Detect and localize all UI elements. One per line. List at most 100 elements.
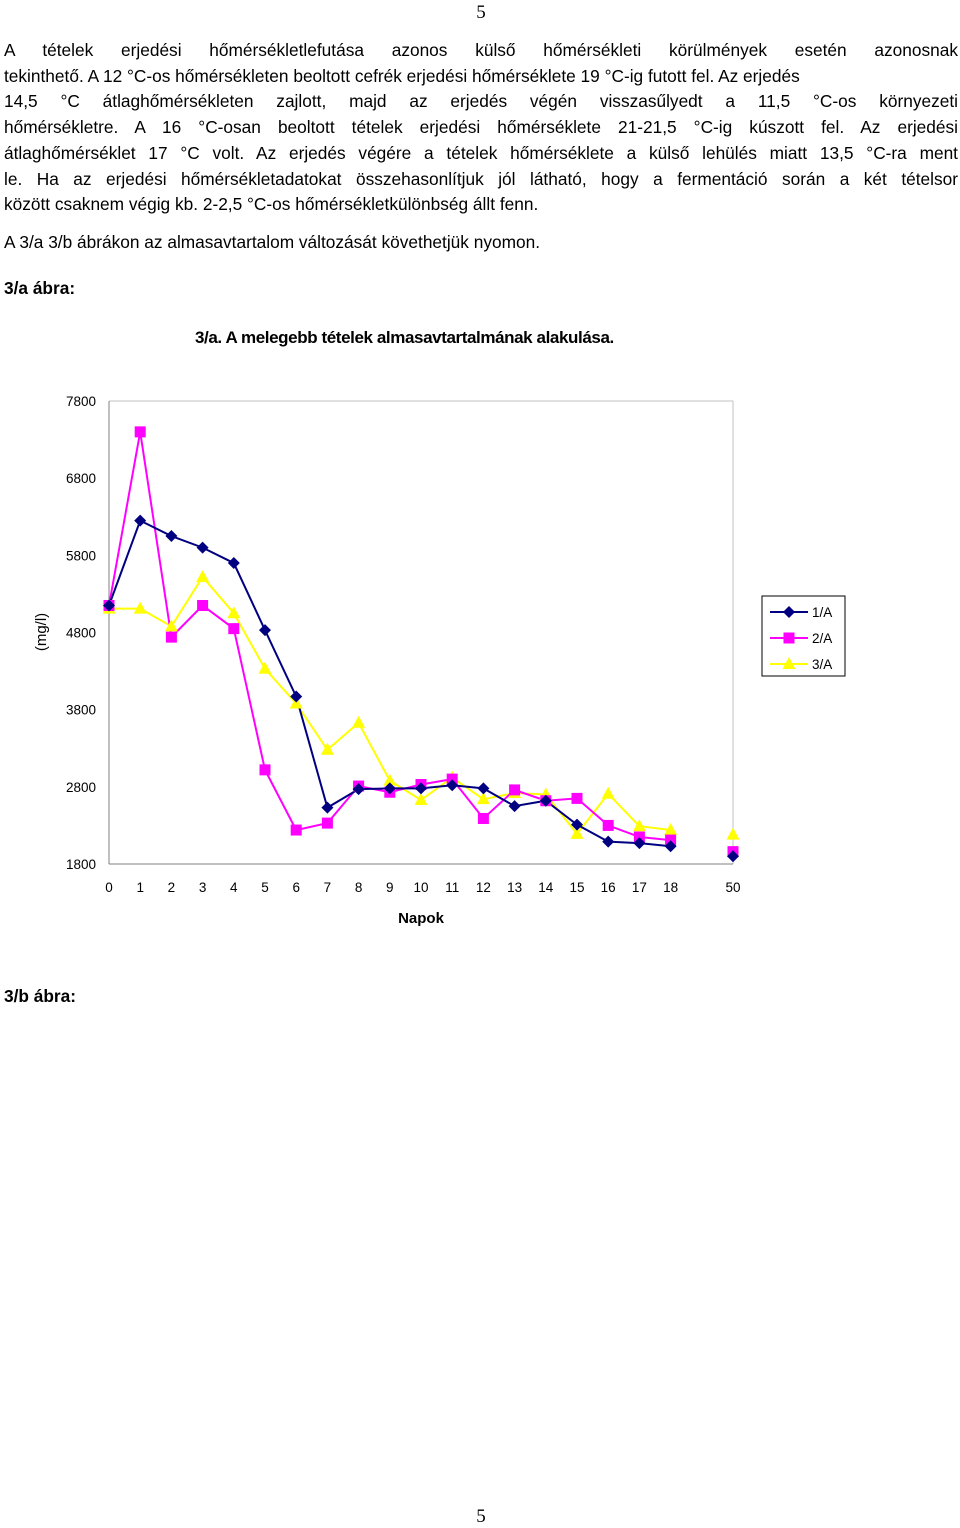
y-tick-label: 7800 (66, 394, 96, 409)
data-point-3-A (476, 792, 490, 805)
x-tick-label: 12 (476, 880, 491, 895)
data-point-1-A (165, 530, 178, 543)
data-point-1-A (508, 800, 521, 813)
paragraph-line: tekinthető. A 12 °C-os hőmérsékleten beo… (4, 65, 800, 86)
paragraph-line: hőmérsékletre. A 16 °C-osan beoltott tét… (4, 117, 958, 138)
data-point-3-A (664, 823, 678, 836)
x-tick-label: 15 (569, 880, 584, 895)
page-number-bottom: 5 (476, 1506, 486, 1527)
legend-marker (782, 657, 796, 669)
data-point-1-A (290, 690, 303, 703)
legend-label: 1/A (812, 605, 832, 620)
data-point-2-A (228, 623, 240, 635)
data-point-1-A (103, 599, 115, 612)
x-tick-label: 50 (725, 880, 740, 895)
legend-marker (783, 606, 795, 618)
x-tick-label: 4 (230, 880, 238, 895)
x-tick-label: 7 (324, 880, 332, 895)
data-point-2-A (509, 784, 521, 796)
data-point-2-A (665, 834, 677, 846)
data-point-3-A (320, 742, 334, 755)
legend-label: 2/A (812, 631, 832, 646)
paragraph-line: átlaghőmérséklet 17 °C volt. Az erjedés … (4, 142, 958, 163)
data-point-3-A (414, 792, 428, 805)
data-point-1-A (727, 850, 739, 863)
data-point-1-A (602, 835, 615, 848)
paragraph-temperature: A tételek erjedési hőmérsékletlefutása a… (4, 38, 958, 218)
data-point-1-A (259, 624, 271, 637)
chart-title: 3/a. A melegebb tételek almasavtartalmán… (195, 328, 614, 347)
x-tick-label: 1 (136, 880, 144, 895)
heading-figure-3a: 3/a ábra: (4, 278, 76, 298)
data-point-2-A (259, 764, 271, 776)
x-tick-label: 8 (355, 880, 363, 895)
data-point-3-A (196, 569, 210, 582)
data-point-2-A (134, 426, 146, 438)
x-tick-label: 14 (538, 880, 554, 895)
y-tick-label: 4800 (66, 626, 96, 641)
legend-label: 3/A (812, 657, 832, 672)
x-tick-label: 3 (199, 880, 207, 895)
data-point-1-A (196, 541, 209, 554)
data-point-1-A (321, 801, 334, 814)
paragraph-line: le. Ha az erjedési hőmérsékletadatokat ö… (4, 168, 958, 189)
y-axis-label: (mg/l) (33, 613, 50, 651)
data-point-1-A (227, 557, 240, 570)
x-tick-label: 11 (445, 880, 459, 895)
paragraph-line: 14,5 °C átlaghőmérsékleten zajlott, majd… (4, 91, 958, 112)
x-tick-label: 18 (663, 880, 678, 895)
data-point-3-A (133, 601, 147, 614)
data-point-3-A (570, 826, 584, 839)
x-tick-label: 10 (413, 880, 428, 895)
x-tick-label: 17 (632, 880, 647, 895)
page-number-top: 5 (476, 2, 486, 23)
x-tick-label: 13 (507, 880, 522, 895)
data-point-2-A (477, 812, 489, 824)
x-axis-label: Napok (398, 910, 445, 927)
x-tick-label: 5 (261, 880, 269, 895)
data-point-3-A (352, 715, 366, 728)
y-tick-label: 5800 (66, 548, 96, 563)
data-point-2-A (633, 831, 645, 843)
data-point-2-A (602, 819, 614, 831)
data-point-1-A (383, 782, 396, 795)
data-point-2-A (321, 817, 333, 829)
y-tick-label: 1800 (66, 857, 96, 872)
y-tick-label: 3800 (66, 703, 96, 718)
x-tick-label: 16 (601, 880, 616, 895)
x-tick-label: 2 (168, 880, 176, 895)
y-tick-label: 2800 (66, 780, 96, 795)
heading-figure-3b: 3/b ábra: (4, 986, 77, 1006)
data-point-3-A (632, 819, 646, 832)
x-tick-label: 9 (386, 880, 394, 895)
data-point-3-A (601, 786, 615, 799)
data-point-2-A (197, 599, 209, 611)
data-point-1-A (664, 840, 677, 853)
data-point-3-A (726, 827, 740, 840)
data-point-2-A (446, 773, 458, 785)
data-point-1-A (633, 837, 646, 850)
data-point-2-A (165, 631, 177, 643)
data-point-2-A (571, 792, 583, 804)
x-tick-label: 6 (292, 880, 300, 895)
legend-box (761, 595, 846, 677)
paragraph-malic-acid: A 3/a 3/b ábrákon az almasavtartalom vál… (4, 232, 541, 252)
data-point-1-A (134, 514, 147, 527)
x-tick-label: 0 (105, 880, 113, 895)
data-point-1-A (352, 783, 365, 796)
paragraph-line: A tételek erjedési hőmérsékletlefutása a… (4, 40, 958, 60)
data-point-1-A (539, 794, 552, 807)
data-point-3-A (383, 773, 397, 786)
paragraph-line: között csaknem végig kb. 2-2,5 °C-os hőm… (4, 194, 539, 215)
data-point-2-A (290, 824, 302, 836)
data-point-3-A (164, 619, 178, 632)
data-point-1-A (477, 782, 490, 795)
data-point-1-A (446, 779, 459, 792)
data-point-1-A (571, 818, 583, 831)
data-point-1-A (415, 782, 427, 795)
data-point-3-A (227, 606, 241, 619)
y-tick-label: 6800 (66, 471, 96, 486)
data-point-3-A (258, 661, 272, 674)
legend-marker (783, 632, 795, 644)
